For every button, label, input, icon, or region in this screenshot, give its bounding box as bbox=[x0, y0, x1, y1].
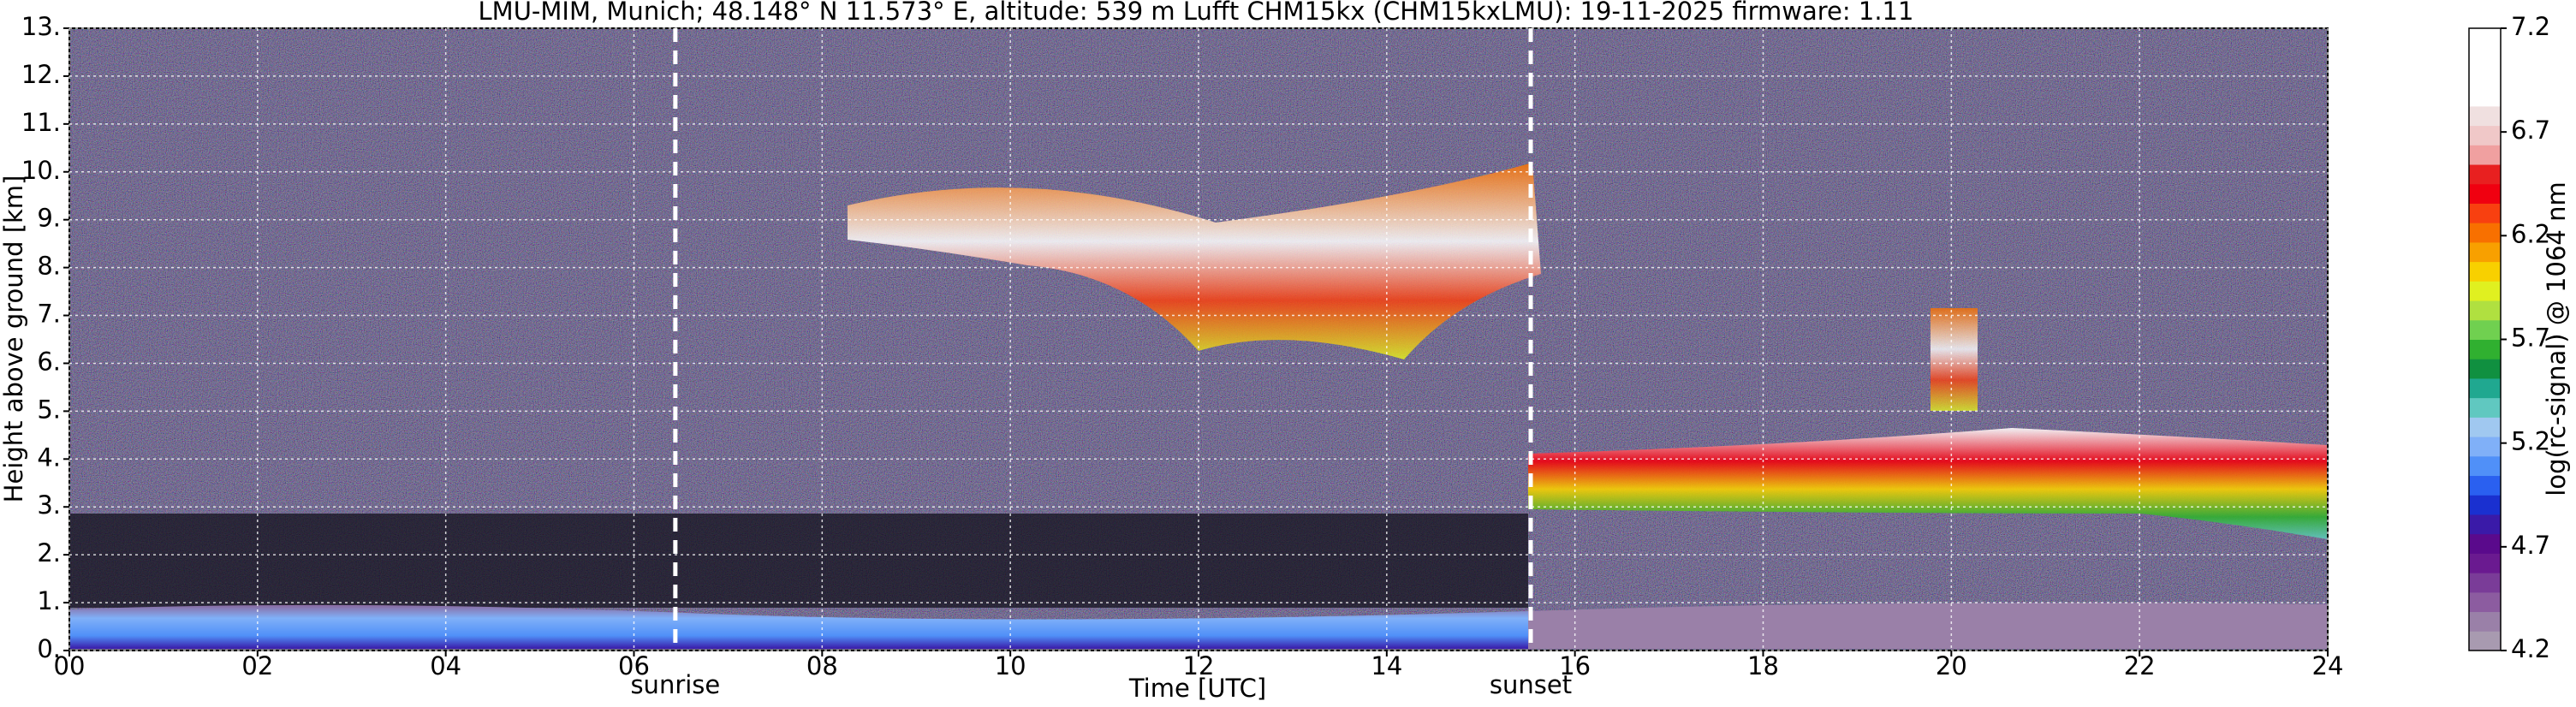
colorbar-swatch bbox=[2469, 105, 2501, 127]
colorbar-tick-label: 6.7 bbox=[2511, 116, 2550, 145]
y-tick-label: 8. bbox=[37, 252, 61, 281]
colorbar-swatch bbox=[2469, 164, 2501, 185]
y-tick-label: 2. bbox=[37, 538, 61, 567]
y-tick-label: 1. bbox=[37, 586, 61, 615]
marker-label: sunset bbox=[1490, 670, 1572, 699]
colorbar-swatch bbox=[2469, 319, 2501, 340]
colorbar-swatch bbox=[2469, 47, 2501, 68]
colorbar-swatch bbox=[2469, 359, 2501, 379]
colorbar-swatch bbox=[2469, 28, 2501, 49]
colorbar-swatch bbox=[2469, 203, 2501, 223]
y-tick-label: 13. bbox=[21, 12, 61, 41]
x-tick-label: 10 bbox=[995, 651, 1026, 680]
y-tick-label: 6. bbox=[37, 347, 61, 376]
colorbar-swatch bbox=[2469, 67, 2501, 87]
lower-cloud bbox=[1528, 428, 2328, 539]
upper-cloud bbox=[848, 163, 1541, 359]
colorbar-swatch bbox=[2469, 125, 2501, 146]
chart-title: LMU-MIM, Munich; 48.148° N 11.573° E, al… bbox=[479, 0, 1914, 26]
marker-label: sunrise bbox=[630, 670, 720, 699]
x-tick-label: 20 bbox=[1936, 651, 1967, 680]
convective-plume bbox=[1931, 308, 1978, 411]
colorbar-swatch bbox=[2469, 553, 2501, 573]
y-tick-label: 11. bbox=[21, 108, 61, 137]
y-tick-label: 7. bbox=[37, 300, 61, 329]
x-tick-label: 22 bbox=[2124, 651, 2156, 680]
x-tick-label: 08 bbox=[806, 651, 838, 680]
colorbar-swatch bbox=[2469, 223, 2501, 243]
colorbar-swatch bbox=[2469, 183, 2501, 204]
colorbar-swatch bbox=[2469, 591, 2501, 613]
colorbar-swatch bbox=[2469, 455, 2501, 477]
colorbar-swatch bbox=[2469, 475, 2501, 496]
colorbar-swatch bbox=[2469, 495, 2501, 515]
x-tick-label: 06 bbox=[618, 651, 650, 680]
colorbar-tick-label: 5.7 bbox=[2511, 324, 2550, 353]
y-tick-label: 0. bbox=[37, 634, 61, 663]
x-tick-label: 16 bbox=[1559, 651, 1591, 680]
colorbar-tick-label: 4.7 bbox=[2511, 531, 2550, 560]
colorbar-label: log(rc-signal) @ 1064 nm bbox=[2542, 181, 2571, 496]
colorbar-swatch bbox=[2469, 281, 2501, 301]
colorbar-swatch bbox=[2469, 261, 2501, 282]
colorbar-tick-label: 6.2 bbox=[2511, 219, 2550, 248]
x-tick-label: 12 bbox=[1183, 651, 1215, 680]
colorbar-swatch bbox=[2469, 514, 2501, 535]
y-tick-label: 12. bbox=[21, 60, 61, 89]
colorbar-swatch bbox=[2469, 145, 2501, 165]
y-tick-label: 5. bbox=[37, 395, 61, 424]
clear-air bbox=[69, 514, 1528, 608]
y-tick-label: 10. bbox=[21, 156, 61, 185]
colorbar-swatch bbox=[2469, 573, 2501, 593]
x-tick-label: 24 bbox=[2312, 651, 2344, 680]
x-tick-label: 00 bbox=[54, 651, 86, 680]
y-tick-label: 4. bbox=[37, 443, 61, 472]
colorbar-swatch bbox=[2469, 437, 2501, 457]
y-tick-label: 9. bbox=[37, 204, 61, 233]
colorbar-tick-label: 4.2 bbox=[2511, 634, 2550, 663]
colorbar-swatch bbox=[2469, 300, 2501, 321]
x-tick-label: 02 bbox=[241, 651, 273, 680]
y-tick-label: 3. bbox=[37, 490, 61, 520]
colorbar-swatch bbox=[2469, 533, 2501, 554]
colorbar-swatch bbox=[2469, 86, 2501, 107]
colorbar-swatch bbox=[2469, 339, 2501, 359]
boundary-layer bbox=[69, 604, 1528, 649]
colorbar-swatch bbox=[2469, 417, 2501, 437]
x-tick-label: 18 bbox=[1747, 651, 1779, 680]
x-tick-label: 04 bbox=[430, 651, 461, 680]
colorbar-tick-label: 7.2 bbox=[2511, 12, 2550, 41]
colorbar-swatch bbox=[2469, 397, 2501, 418]
colorbar-swatch bbox=[2469, 241, 2501, 263]
colorbar-tick-label: 5.2 bbox=[2511, 427, 2550, 456]
y-axis-label: Height above ground [km] bbox=[0, 175, 28, 503]
x-axis-label: Time [UTC] bbox=[1128, 674, 1266, 703]
colorbar-swatch bbox=[2469, 377, 2501, 399]
boundary-layer-night bbox=[1528, 603, 2328, 649]
colorbar-swatch bbox=[2469, 631, 2501, 651]
x-tick-label: 14 bbox=[1371, 651, 1402, 680]
colorbar-swatch bbox=[2469, 611, 2501, 632]
